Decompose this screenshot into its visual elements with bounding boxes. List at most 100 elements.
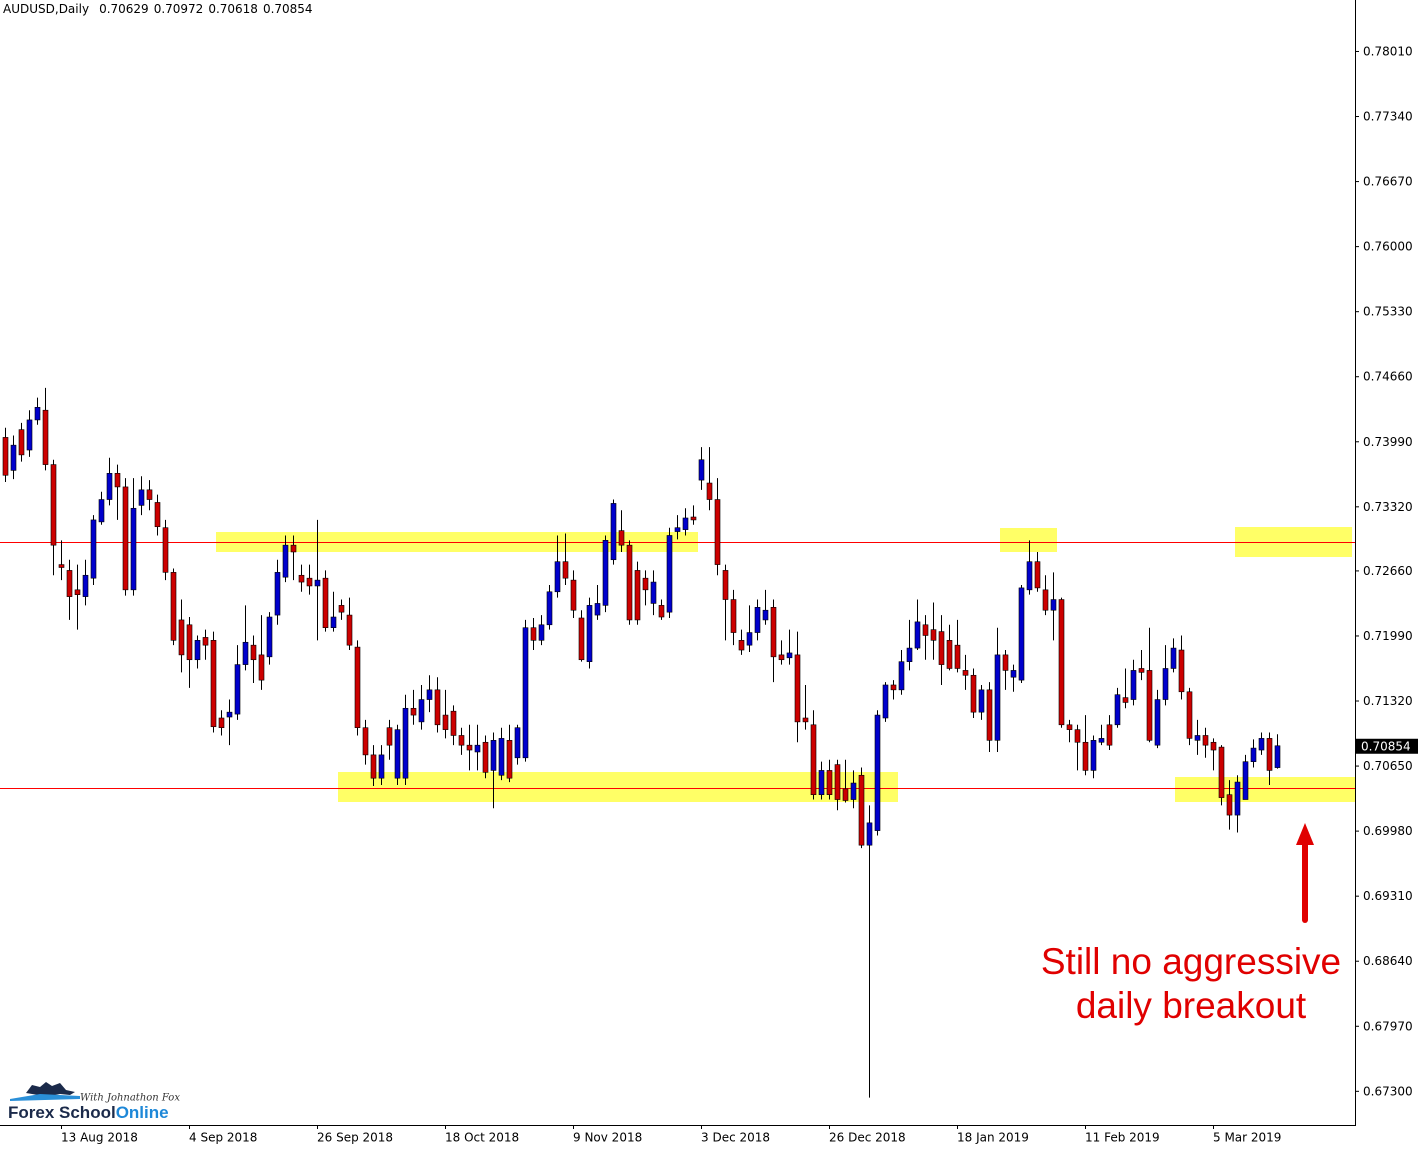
- candle-body: [1234, 781, 1241, 816]
- y-tick-label: 0.70650: [1363, 759, 1413, 773]
- candle-body: [1242, 761, 1249, 800]
- open-value: 0.70629: [99, 2, 149, 16]
- candle-body: [362, 727, 369, 756]
- candle-body: [1090, 740, 1097, 771]
- logo-tagline: With Johnathon Fox: [80, 1093, 180, 1104]
- candle-body: [58, 564, 65, 568]
- candle-body: [2, 437, 9, 476]
- candle-body: [658, 605, 665, 618]
- header: AUDUSD,Daily 0.70629 0.70972 0.70618 0.70854: [3, 2, 313, 16]
- candle-body: [450, 710, 457, 736]
- candle-body: [410, 707, 417, 716]
- candle-body: [42, 409, 49, 465]
- candle-body: [1002, 654, 1009, 671]
- y-tick-label: 0.68640: [1363, 954, 1413, 968]
- logo-icon: [10, 1094, 80, 1101]
- candle-body: [538, 624, 545, 641]
- x-tick-label: 3 Dec 2018: [701, 1131, 770, 1145]
- candle-body: [1154, 699, 1161, 746]
- candle-body: [394, 729, 401, 779]
- candle-body: [1138, 668, 1145, 673]
- candle-body: [402, 707, 409, 779]
- candle-body: [458, 735, 465, 746]
- candle-body: [1050, 599, 1057, 611]
- candle-body: [946, 640, 953, 669]
- candle-body: [746, 632, 753, 646]
- annotation: Still no aggressive: [1041, 941, 1341, 982]
- candle-body: [146, 489, 153, 500]
- candle-body: [242, 641, 249, 665]
- candle-body: [138, 489, 145, 506]
- candle-body: [914, 621, 921, 649]
- candle-body: [1218, 746, 1225, 798]
- candle-body: [234, 664, 241, 715]
- candle-body: [298, 574, 305, 583]
- logo-icon: [26, 1082, 75, 1096]
- candle-body: [1130, 670, 1137, 700]
- zone: [1000, 528, 1057, 552]
- candle-body: [90, 519, 97, 579]
- candle-body: [1098, 738, 1105, 743]
- candle-body: [226, 711, 233, 718]
- candle-body: [10, 444, 17, 471]
- y-tick-label: 0.72660: [1363, 564, 1413, 578]
- candle-body: [962, 670, 969, 676]
- candle-body: [154, 502, 161, 528]
- candle-body: [442, 714, 449, 730]
- candle-body: [618, 530, 625, 546]
- x-tick-label: 26 Dec 2018: [829, 1131, 906, 1145]
- level-lines: [0, 542, 1355, 789]
- candle-body: [170, 572, 177, 641]
- candle-body: [578, 617, 585, 661]
- candle-body: [26, 419, 33, 451]
- candle-body: [786, 652, 793, 659]
- candle-body: [1122, 697, 1129, 703]
- candle-body: [250, 644, 257, 661]
- y-tick-label: 0.77340: [1363, 110, 1413, 124]
- candle-body: [130, 507, 137, 591]
- candle-body: [906, 647, 913, 662]
- price-label: 0.70854: [1361, 739, 1411, 753]
- x-tick-label: 26 Sep 2018: [317, 1131, 393, 1145]
- candle-body: [778, 654, 785, 661]
- candle-body: [1034, 561, 1041, 589]
- candle-body: [978, 689, 985, 713]
- candle-body: [666, 535, 673, 613]
- candle-body: [722, 570, 729, 600]
- candle-body: [706, 482, 713, 500]
- candle-body: [162, 527, 169, 573]
- candle-body: [1114, 694, 1121, 726]
- candle-body: [266, 616, 273, 658]
- candle-body: [186, 624, 193, 661]
- candle-body: [434, 689, 441, 726]
- candle-body: [354, 646, 361, 729]
- zone: [338, 772, 898, 802]
- candle-body: [346, 614, 353, 646]
- logo-name: Forex SchoolOnline: [8, 1103, 169, 1122]
- candle-body: [1250, 747, 1257, 762]
- candle-body: [1106, 724, 1113, 746]
- candle-body: [994, 654, 1001, 741]
- candle-body: [338, 605, 345, 613]
- arrow-head: [1296, 823, 1314, 845]
- candle-body: [1194, 735, 1201, 741]
- y-tick-label: 0.71320: [1363, 694, 1413, 708]
- candle-body: [1042, 589, 1049, 611]
- y-tick-label: 0.78010: [1363, 44, 1413, 58]
- y-tick-label: 0.67300: [1363, 1084, 1413, 1098]
- candle-body: [554, 561, 561, 593]
- candle-body: [626, 544, 633, 621]
- candle-body: [698, 459, 705, 481]
- candle-body: [74, 589, 81, 595]
- candle-body: [810, 724, 817, 795]
- candle-body: [858, 774, 865, 846]
- candle-body: [866, 822, 873, 846]
- candle-body: [1178, 649, 1185, 693]
- candle-body: [386, 727, 393, 746]
- x-tick-label: 11 Feb 2019: [1085, 1131, 1160, 1145]
- candle-body: [874, 714, 881, 831]
- candle-body: [1082, 741, 1089, 771]
- candle-body: [642, 577, 649, 591]
- candle-body: [1274, 745, 1281, 768]
